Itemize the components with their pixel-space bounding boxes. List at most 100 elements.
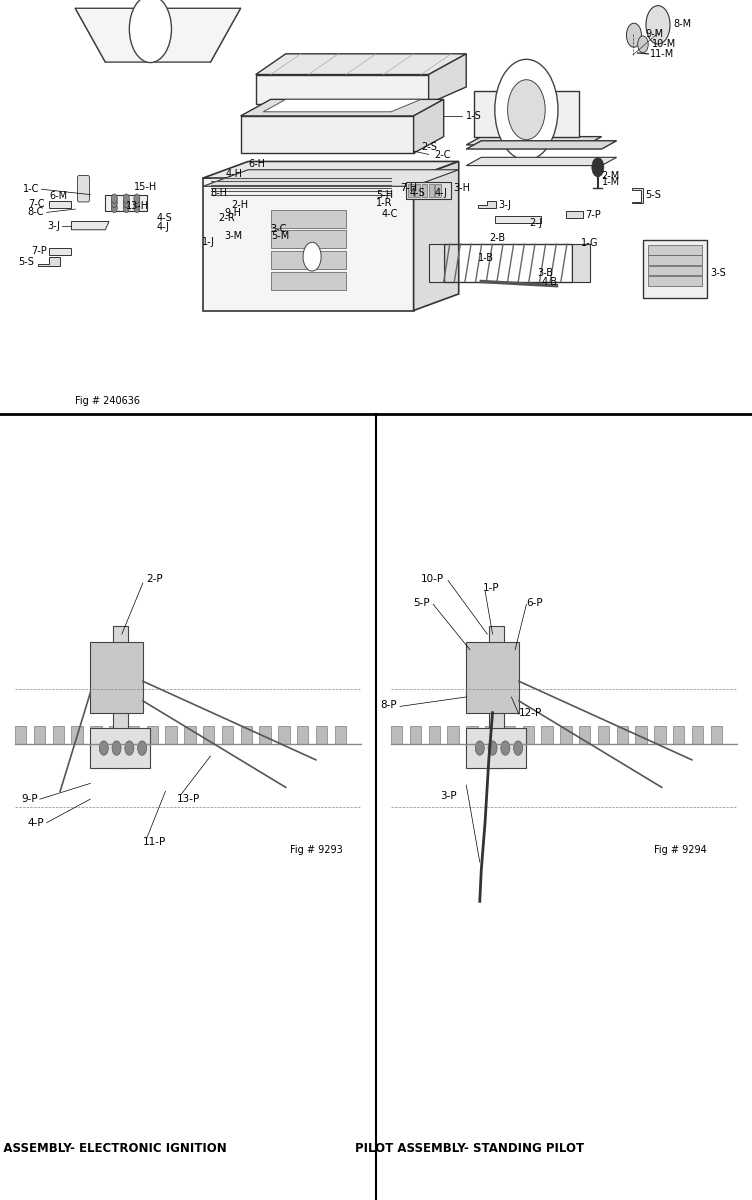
Text: 9-P: 9-P — [21, 794, 38, 804]
Bar — [147, 726, 158, 744]
Polygon shape — [429, 54, 466, 103]
Bar — [184, 726, 196, 744]
Bar — [222, 726, 233, 744]
Circle shape — [129, 0, 171, 62]
Text: 8-C: 8-C — [27, 208, 44, 217]
Text: 8-M: 8-M — [674, 19, 692, 29]
Text: 2-B: 2-B — [489, 233, 505, 244]
Text: 5-P: 5-P — [414, 598, 430, 607]
Circle shape — [501, 740, 510, 755]
Text: 10-M: 10-M — [652, 40, 676, 49]
Text: 3-J: 3-J — [47, 221, 60, 230]
Circle shape — [123, 198, 129, 208]
Text: 1-M: 1-M — [602, 178, 620, 187]
Text: 4-H: 4-H — [226, 169, 243, 179]
Polygon shape — [271, 210, 346, 228]
Bar — [53, 726, 64, 744]
Text: 6-M: 6-M — [50, 191, 68, 200]
Polygon shape — [648, 276, 702, 286]
Bar — [654, 726, 666, 744]
Polygon shape — [414, 100, 444, 154]
Text: 2-R: 2-R — [218, 212, 235, 223]
Polygon shape — [478, 200, 496, 208]
Text: 5-H: 5-H — [376, 190, 393, 199]
Circle shape — [111, 198, 117, 208]
Polygon shape — [415, 185, 420, 197]
Text: 3-C: 3-C — [271, 224, 287, 234]
Text: 7-P: 7-P — [31, 246, 47, 257]
Circle shape — [123, 203, 129, 212]
Bar — [617, 726, 628, 744]
Polygon shape — [90, 728, 150, 768]
Bar — [560, 726, 572, 744]
Polygon shape — [429, 245, 444, 282]
Polygon shape — [566, 211, 583, 218]
Polygon shape — [49, 248, 71, 254]
Circle shape — [111, 194, 117, 204]
Text: 8-P: 8-P — [381, 700, 397, 710]
Bar — [15, 726, 26, 744]
Polygon shape — [406, 182, 451, 199]
Circle shape — [134, 203, 140, 212]
Text: 5-M: 5-M — [271, 230, 289, 241]
Circle shape — [592, 157, 604, 176]
Polygon shape — [466, 642, 519, 713]
Text: 1-P: 1-P — [483, 583, 499, 594]
Circle shape — [488, 740, 497, 755]
Polygon shape — [643, 240, 707, 298]
Polygon shape — [75, 8, 241, 62]
Text: Fig # 9294: Fig # 9294 — [654, 845, 707, 856]
Circle shape — [303, 242, 321, 271]
Text: 1-C: 1-C — [23, 184, 39, 194]
Circle shape — [134, 198, 140, 208]
Polygon shape — [632, 188, 643, 203]
Bar — [523, 726, 534, 744]
Text: 1-G: 1-G — [581, 238, 599, 248]
Text: 7-C: 7-C — [29, 199, 45, 209]
Text: 4-J: 4-J — [156, 222, 169, 233]
Bar — [71, 726, 83, 744]
Text: 4-B: 4-B — [541, 276, 557, 287]
Polygon shape — [256, 74, 429, 103]
Polygon shape — [203, 162, 459, 178]
Text: 3-B: 3-B — [538, 269, 553, 278]
Bar — [316, 726, 327, 744]
Polygon shape — [263, 100, 421, 112]
Text: 5-S: 5-S — [645, 191, 661, 200]
Text: PILOT ASSEMBLY- ELECTRONIC IGNITION: PILOT ASSEMBLY- ELECTRONIC IGNITION — [0, 1142, 227, 1156]
Text: 3-P: 3-P — [440, 791, 456, 802]
Bar — [335, 726, 346, 744]
Circle shape — [111, 203, 117, 212]
Polygon shape — [466, 140, 617, 149]
Text: 11-P: 11-P — [143, 838, 166, 847]
Text: Fig # 240636: Fig # 240636 — [75, 396, 140, 406]
Polygon shape — [49, 200, 71, 208]
Circle shape — [99, 740, 108, 755]
Text: 11-M: 11-M — [650, 49, 674, 59]
Text: 4-J: 4-J — [435, 187, 447, 198]
Bar — [598, 726, 609, 744]
Text: 2-H: 2-H — [232, 199, 249, 210]
Circle shape — [626, 23, 641, 47]
Text: 7-H: 7-H — [400, 184, 417, 193]
Text: 2-S: 2-S — [421, 142, 437, 152]
Bar — [485, 726, 496, 744]
Bar — [429, 726, 440, 744]
Polygon shape — [466, 728, 526, 768]
Text: 5-S: 5-S — [18, 257, 34, 266]
Polygon shape — [414, 162, 459, 311]
Bar — [241, 726, 252, 744]
Polygon shape — [489, 626, 504, 768]
Bar — [34, 726, 45, 744]
Polygon shape — [648, 265, 702, 275]
Circle shape — [508, 79, 545, 139]
Text: 6-P: 6-P — [526, 598, 543, 607]
Text: 4-P: 4-P — [27, 817, 44, 828]
Bar — [447, 726, 459, 744]
Bar — [504, 726, 515, 744]
Bar — [410, 726, 421, 744]
Text: 3-S: 3-S — [711, 269, 726, 278]
Text: 8-H: 8-H — [211, 187, 228, 198]
Polygon shape — [422, 185, 427, 197]
Text: 13-H: 13-H — [126, 202, 150, 211]
